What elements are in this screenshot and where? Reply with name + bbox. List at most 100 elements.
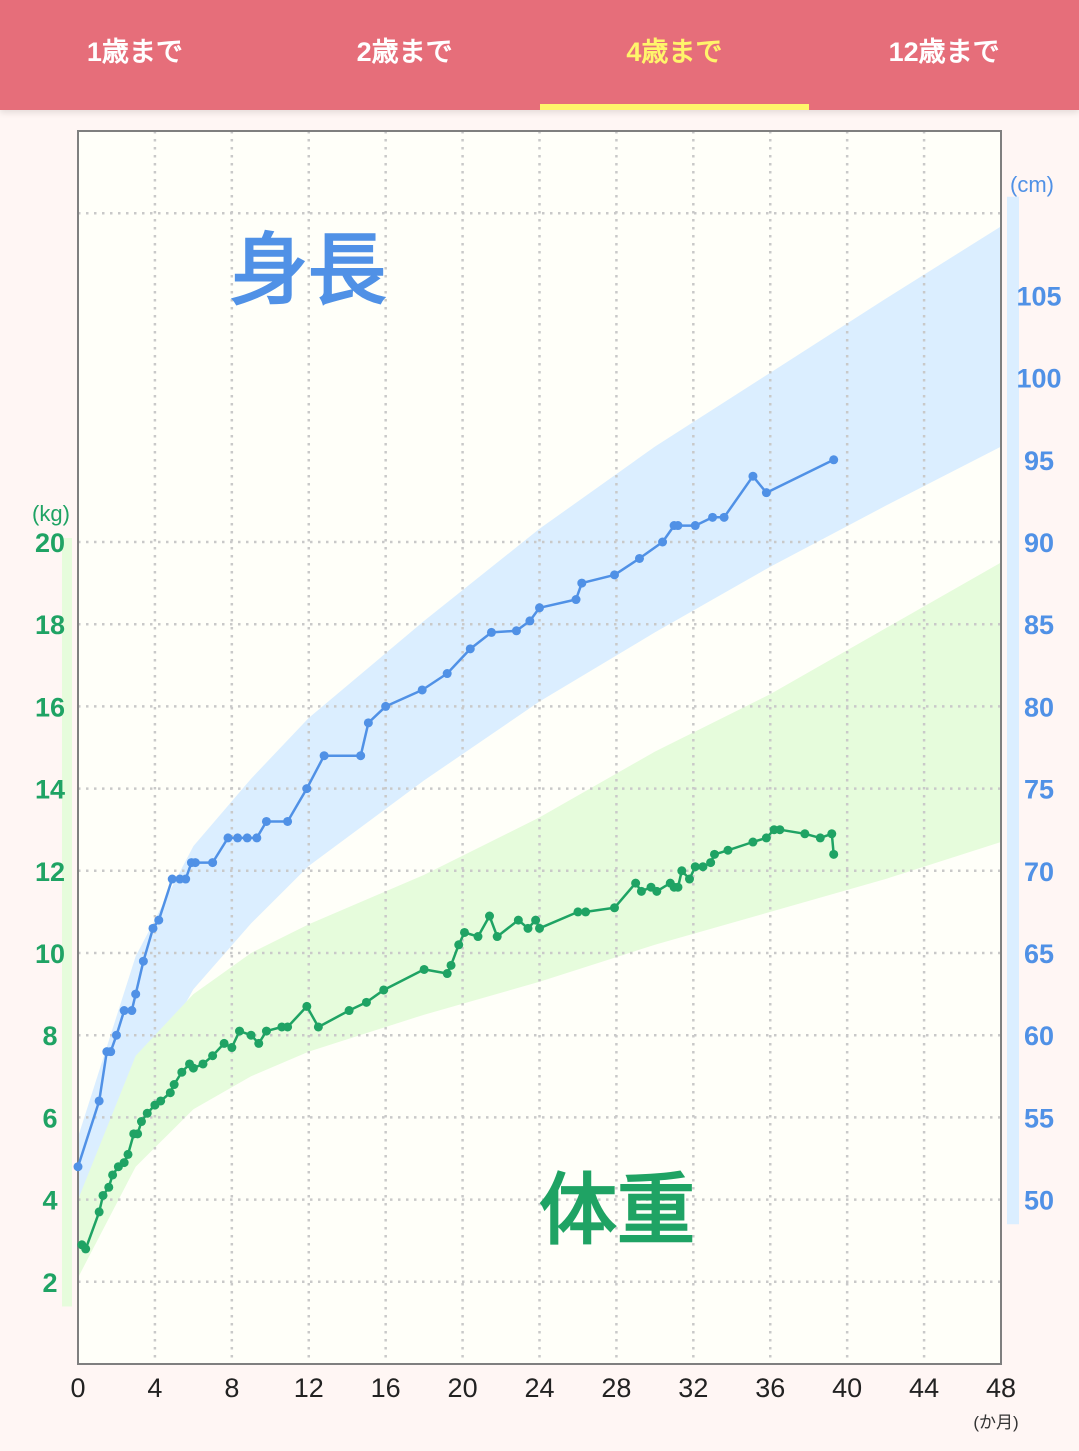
height-data-point [283,816,293,826]
weight-tick-label: 20 [35,528,65,558]
weight-tick-label: 14 [35,775,65,805]
weight-annotation: 体重 [539,1166,695,1256]
height-data-point [829,455,839,465]
weight-tick-label: 6 [42,1103,57,1133]
tab-label: 1歳まで [86,36,183,67]
height-data-point [511,626,521,636]
height-data-point [465,644,475,654]
tab-1-year[interactable]: 1歳まで [0,0,270,110]
height-data-point [356,751,366,761]
height-data-point [577,578,587,588]
tab-2-years[interactable]: 2歳まで [270,0,540,110]
weight-data-point [709,849,719,859]
height-data-point [106,1047,116,1057]
height-data-point [302,784,312,794]
x-tick-label: 28 [601,1373,631,1403]
weight-data-point [492,932,502,942]
height-tick-label: 60 [1024,1021,1054,1051]
weight-data-point [208,1051,218,1061]
weight-data-point [531,915,541,925]
height-data-point [690,521,700,531]
height-data-point [571,595,581,605]
weight-data-point [361,997,371,1007]
height-data-point [658,537,668,547]
weight-data-point [344,1006,354,1016]
weight-data-point [136,1117,146,1127]
height-tick-label: 65 [1024,939,1054,969]
x-tick-label: 8 [224,1373,239,1403]
weight-data-point [535,923,544,933]
height-data-point [417,685,427,695]
x-tick-label: 20 [448,1373,478,1403]
tab-label: 2歳まで [356,36,453,67]
height-tick-label: 80 [1024,692,1054,722]
x-axis-unit: (か月) [973,1413,1018,1432]
weight-data-point [485,911,495,921]
height-data-point [94,1096,104,1106]
height-data-point [442,669,452,679]
weight-data-point [800,829,810,839]
x-tick-label: 36 [755,1373,785,1403]
weight-data-point [419,964,429,974]
x-tick-label: 32 [678,1373,708,1403]
x-tick-label: 4 [147,1373,162,1403]
height-tick-label: 105 [1016,281,1061,311]
weight-data-point [177,1067,187,1077]
weight-data-point [104,1182,114,1192]
weight-data-point [581,907,591,917]
tab-bar: 1歳まで 2歳まで 4歳まで 12歳まで [0,0,1079,110]
weight-data-point [169,1080,179,1090]
weight-data-point [165,1088,175,1098]
weight-data-point [313,1022,323,1032]
tab-12-years[interactable]: 12歳まで [809,0,1079,110]
height-data-point [708,512,718,522]
weight-data-point [254,1038,264,1048]
height-tick-label: 50 [1024,1186,1054,1216]
weight-data-point [652,886,662,896]
weight-axis-unit: (kg) [32,501,70,526]
weight-data-point [379,985,389,995]
x-tick-label: 12 [294,1373,324,1403]
height-tick-label: 90 [1024,528,1054,558]
weight-data-point [81,1244,91,1254]
height-data-point [761,488,771,498]
weight-data-point [123,1149,133,1159]
height-tick-label: 85 [1024,610,1054,640]
weight-data-point [446,960,456,970]
height-data-point [673,521,683,531]
height-data-point [190,858,200,868]
height-data-point [73,1162,83,1172]
x-tick-label: 16 [371,1373,401,1403]
tab-4-years[interactable]: 4歳まで [539,0,810,110]
weight-data-point [513,915,523,925]
weight-data-point [142,1108,152,1118]
weight-data-point [761,833,771,843]
height-data-point [381,701,391,711]
weight-data-point [188,1063,198,1073]
weight-data-point [235,1026,245,1036]
weight-tick-label: 4 [42,1186,57,1216]
weight-data-point [829,849,839,859]
weight-data-point [631,878,641,888]
tab-label: 12歳まで [888,36,1000,67]
height-tick-label: 70 [1024,857,1054,887]
height-tick-label: 95 [1024,446,1054,476]
height-data-point [127,1006,137,1016]
weight-data-point [827,829,837,839]
weight-data-point [219,1038,229,1048]
weight-data-point [94,1207,104,1217]
weight-data-point [690,862,700,872]
x-tick-label: 48 [986,1373,1016,1403]
height-tick-label: 55 [1024,1103,1054,1133]
height-data-point [154,915,164,925]
weight-data-point [460,927,470,937]
tab-label: 4歳まで [626,36,723,67]
weight-data-point [673,882,683,892]
weight-tick-label: 18 [35,610,65,640]
weight-axis-strip [62,538,72,1307]
height-data-point [111,1030,121,1040]
weight-data-point [698,862,708,872]
x-tick-label: 24 [524,1373,554,1403]
height-data-point [131,989,141,999]
